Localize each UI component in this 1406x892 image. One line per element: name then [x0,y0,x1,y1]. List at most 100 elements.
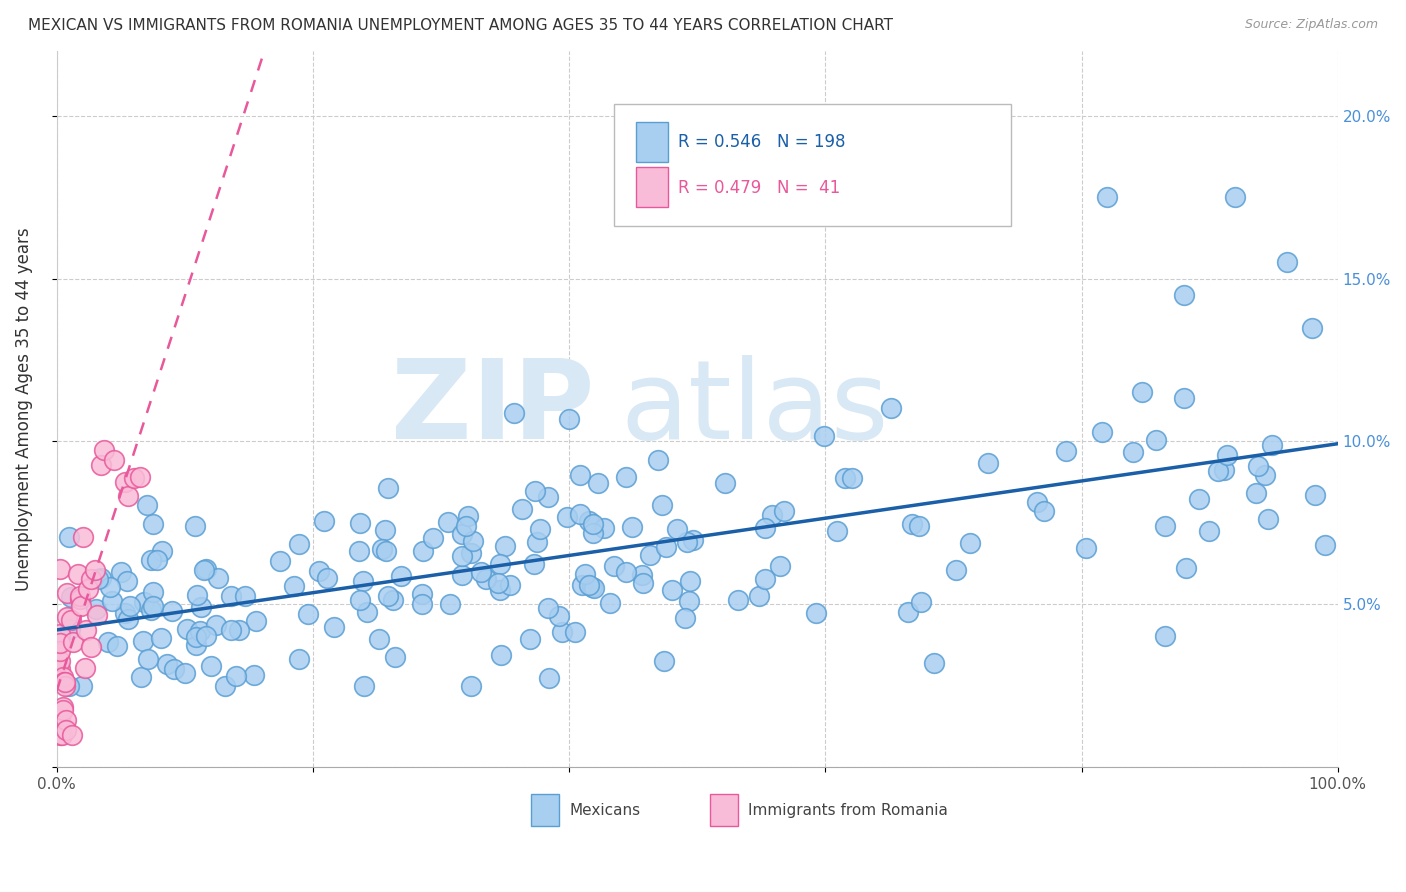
Point [132,595,155,609]
FancyBboxPatch shape [710,795,738,826]
Point [976,456,998,470]
Point [647,453,669,467]
Point [214,679,236,693]
Point [412,544,434,558]
Point [72,530,94,544]
Point [754,572,776,586]
Point [651,498,673,512]
Point [283,579,305,593]
Point [678,574,700,588]
Point [80,572,103,586]
Point [411,587,433,601]
Point [117,612,139,626]
Y-axis label: Unemployment Among Ages 35 to 44 years: Unemployment Among Ages 35 to 44 years [15,227,32,591]
Point [583,581,606,595]
Point [510,501,533,516]
Point [503,406,526,420]
Point [754,521,776,535]
Point [160,604,183,618]
Point [49,562,72,576]
Point [523,558,546,572]
Point [176,622,198,636]
Point [124,471,146,485]
Point [55,675,77,690]
Point [356,605,378,619]
Point [53,679,76,693]
Point [460,679,482,693]
Point [225,669,247,683]
Point [1246,486,1268,500]
Point [135,499,157,513]
Point [80,640,103,654]
Point [621,519,644,533]
Point [221,589,243,603]
Point [146,553,169,567]
Point [548,608,571,623]
Point [188,624,211,639]
Point [652,654,675,668]
Point [141,603,163,617]
Point [1054,444,1077,458]
FancyBboxPatch shape [530,795,558,826]
Point [142,517,165,532]
Point [138,652,160,666]
Point [437,515,460,529]
Point [489,648,512,663]
Point [1173,288,1195,302]
Point [1313,538,1336,552]
Point [90,458,112,473]
Point [207,570,229,584]
Point [1206,464,1229,478]
Point [389,568,412,582]
Point [315,571,337,585]
Text: MEXICAN VS IMMIGRANTS FROM ROMANIA UNEMPLOYMENT AMONG AGES 35 TO 44 YEARS CORREL: MEXICAN VS IMMIGRANTS FROM ROMANIA UNEMP… [28,18,893,33]
Point [959,535,981,549]
Point [49,728,72,742]
Point [574,566,596,581]
Point [59,613,82,627]
Point [588,475,610,490]
Point [287,537,309,551]
Point [59,622,82,636]
Point [93,442,115,457]
Point [132,634,155,648]
Point [228,623,250,637]
Text: Mexicans: Mexicans [569,803,640,818]
Point [880,401,903,415]
Point [142,599,165,614]
Point [1154,629,1177,643]
Point [56,585,79,599]
Point [114,606,136,620]
Text: atlas: atlas [620,355,889,462]
Point [488,583,510,598]
Point [564,625,586,640]
Point [486,576,509,591]
Point [1254,468,1277,483]
Point [101,594,124,608]
Point [524,484,547,499]
Point [571,578,593,592]
Point [529,522,551,536]
Point [499,577,522,591]
Point [97,635,120,649]
Point [297,607,319,621]
Point [347,544,370,558]
Point [727,593,749,607]
Point [673,611,696,625]
FancyBboxPatch shape [636,122,668,161]
Point [678,593,700,607]
Point [456,519,478,533]
Point [98,580,121,594]
Point [1154,519,1177,533]
Point [1188,492,1211,507]
Point [242,668,264,682]
Point [69,589,91,603]
Point [53,674,76,689]
Point [682,533,704,547]
Point [62,635,84,649]
Point [49,627,72,641]
Point [368,632,391,646]
Point [49,654,72,668]
Point [69,592,91,607]
Point [205,617,228,632]
